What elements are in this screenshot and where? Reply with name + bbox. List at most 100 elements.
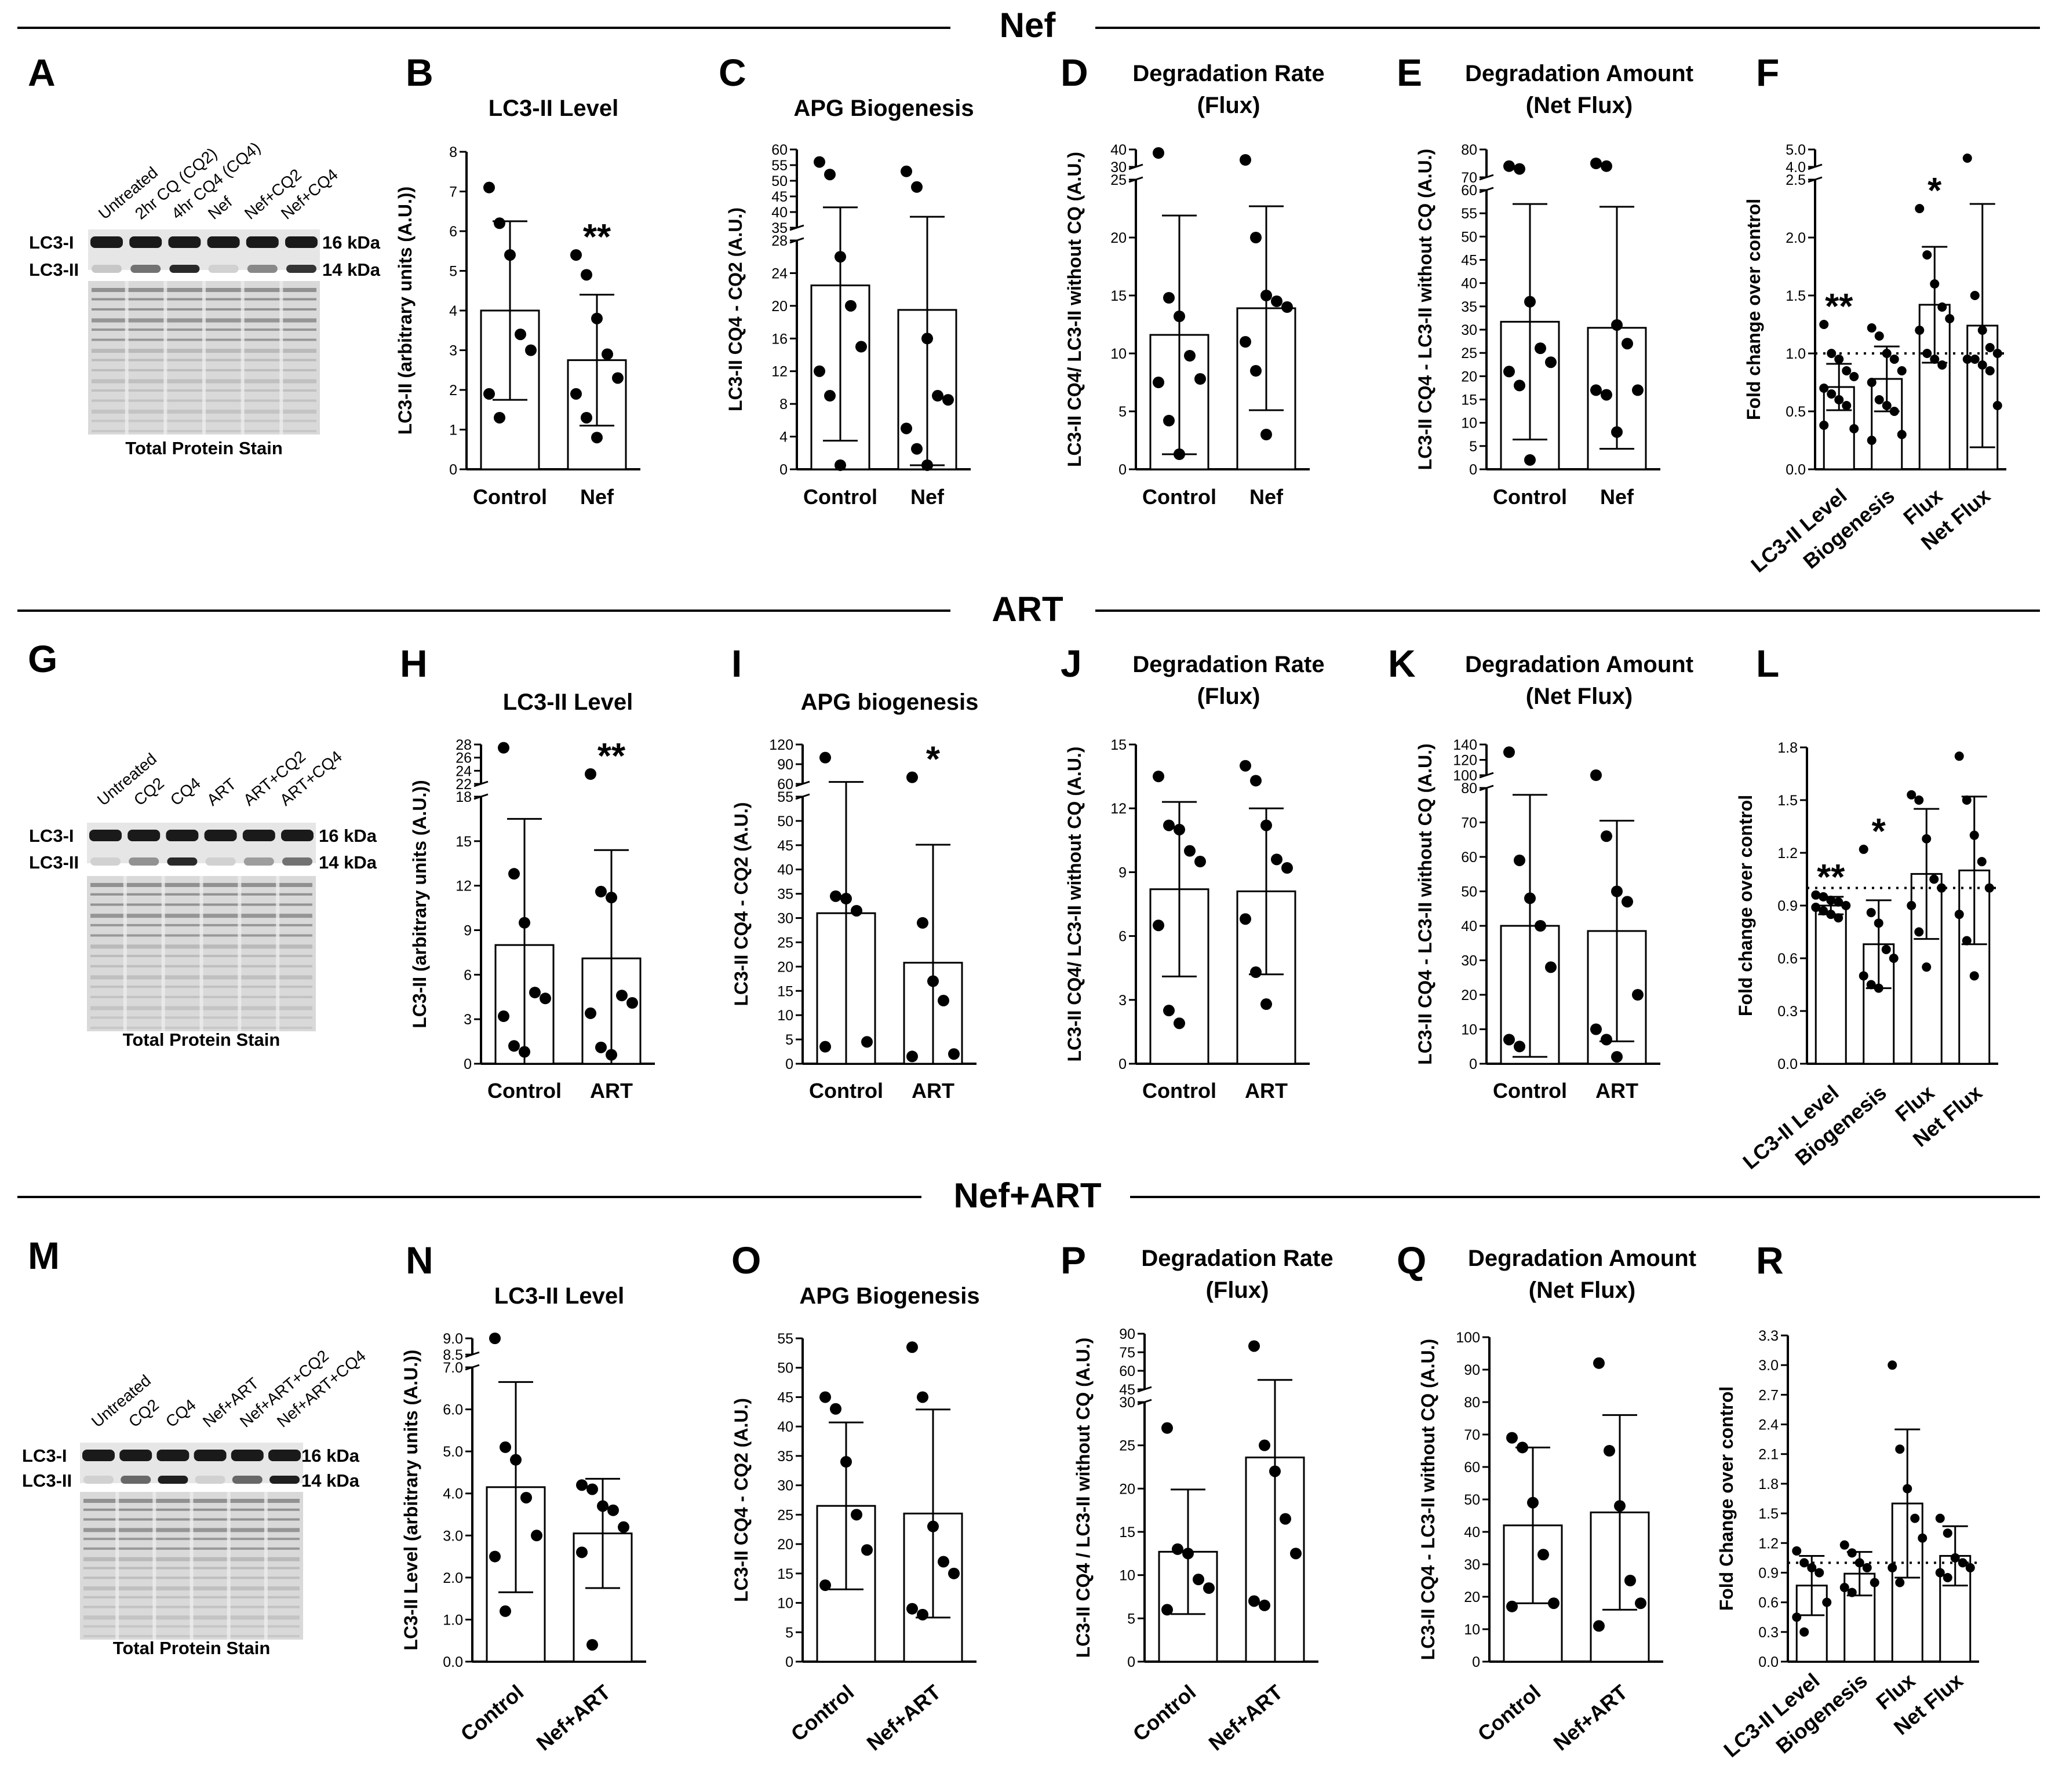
data-point [1849, 372, 1859, 381]
panel-label-g: G [28, 637, 57, 680]
data-point [1535, 920, 1546, 932]
y-tick-label: 90 [1464, 1362, 1480, 1378]
data-point [1839, 1540, 1849, 1550]
y-tick-label: 70 [1461, 170, 1477, 186]
y-tick-label: 1.2 [1777, 845, 1798, 862]
lane-gap [276, 876, 280, 1031]
significance-marker: ** [1817, 857, 1845, 897]
x-tick-label: Control [803, 485, 877, 509]
data-point [1914, 795, 1924, 805]
data-point [1590, 1023, 1602, 1035]
chart-title: Degradation Rate [1141, 1246, 1333, 1271]
lc3ii-band [158, 1476, 188, 1484]
lc3ii-band [286, 265, 316, 273]
size-label-14kda: 14 kDa [301, 1470, 360, 1491]
lane-gap [123, 876, 127, 1031]
data-point [1915, 204, 1925, 213]
data-point [1962, 936, 1972, 946]
y-tick-label: 0.9 [1777, 898, 1798, 914]
lc3i-band [204, 830, 237, 841]
y-tick-label: 6 [1118, 929, 1127, 945]
y-tick-label: 5 [449, 264, 457, 280]
chart-d: D Degradation Rate (Flux) LC3-II CQ4/ LC3-I… [1061, 51, 1325, 509]
data-point [1867, 436, 1877, 445]
y-tick-label: 40 [1461, 276, 1477, 292]
data-point [591, 432, 603, 444]
panel-label: Q [1397, 1239, 1426, 1282]
y-tick-label: 60 [771, 142, 788, 158]
y-tick-label: 7 [449, 184, 457, 200]
data-point [1174, 448, 1185, 460]
data-point [1969, 830, 1979, 840]
y-tick-label: 0.0 [443, 1654, 463, 1670]
data-point [1943, 1528, 1952, 1538]
lc3ii-band [243, 857, 274, 866]
y-tick-label: 20 [777, 959, 793, 975]
x-tick-label: Control [1473, 1680, 1545, 1746]
y-tick-label: 25 [1119, 1438, 1135, 1454]
y-tick-label: 0 [449, 462, 457, 478]
lane-gap [163, 281, 167, 435]
data-point [1849, 424, 1859, 433]
panel-label: O [731, 1239, 761, 1282]
data-point [1862, 1563, 1872, 1572]
y-tick-label: 30 [1464, 1557, 1480, 1573]
y-tick-label: 24 [771, 265, 788, 282]
data-point [1611, 885, 1623, 897]
y-axis-label: LC3-II CQ4/ LC3-II without CQ (A.U.) [1064, 152, 1085, 467]
data-point [948, 1048, 960, 1060]
data-point [1161, 1422, 1173, 1434]
y-tick-label: 0 [1472, 1654, 1480, 1670]
data-point [1842, 401, 1852, 410]
data-point [1819, 384, 1829, 393]
y-tick-label: 10 [1461, 415, 1477, 432]
data-point [602, 348, 613, 360]
chart-r: R Fold Change over control 0.0 0.3 0.6 0.9 1.2… [1716, 1239, 1979, 1762]
data-point [1895, 1578, 1905, 1587]
data-point [861, 1544, 873, 1556]
y-tick-label: 3.0 [443, 1528, 463, 1544]
panel-label: J [1061, 642, 1082, 685]
lc3i-band [281, 830, 314, 841]
data-point [851, 904, 862, 917]
data-point [1514, 379, 1525, 392]
y-tick-label: 3.3 [1758, 1328, 1779, 1344]
y-tick-label: 60 [1461, 849, 1477, 866]
data-point [840, 1456, 852, 1468]
blot-caption: Total Protein Stain [125, 438, 283, 458]
data-point [1182, 1548, 1194, 1560]
data-point [1174, 311, 1185, 322]
data-point [1153, 771, 1164, 783]
y-tick-label: 0 [785, 1654, 793, 1670]
data-point [1153, 377, 1164, 388]
y-tick-label: 2.7 [1758, 1387, 1779, 1403]
data-point [1601, 1034, 1612, 1046]
lc3ii-band [282, 857, 312, 866]
x-tick-label: Control [1128, 1680, 1200, 1746]
y-tick-label: 40 [1110, 142, 1127, 158]
y-tick-label: 0.3 [1777, 1003, 1798, 1020]
data-point [607, 1504, 619, 1516]
data-point [1985, 343, 1995, 352]
data-point [1153, 919, 1164, 932]
data-point [576, 1479, 588, 1491]
data-point [1915, 326, 1925, 335]
data-point [504, 249, 516, 261]
data-point [508, 868, 520, 880]
y-tick-label: 1.0 [443, 1612, 463, 1628]
y-tick-label: 10 [1110, 346, 1127, 362]
chart-k: K Degradation Amount (Net Flux) LC3-II CQ4 … [1388, 642, 1693, 1103]
data-point [1870, 1578, 1879, 1587]
y-tick-label: 15 [777, 983, 793, 999]
data-point [1867, 378, 1877, 387]
data-point [525, 344, 537, 356]
data-point [1859, 971, 1868, 981]
y-tick-label: 0.6 [1777, 951, 1798, 967]
data-point [1874, 918, 1883, 928]
y-tick-label: 35 [777, 1448, 793, 1465]
section-header-nef-art: Nef+ART [17, 1176, 2040, 1215]
data-point [927, 975, 939, 987]
data-point [917, 1608, 928, 1621]
y-tick-label: 10 [1464, 1622, 1480, 1638]
panel-label: H [400, 642, 428, 685]
